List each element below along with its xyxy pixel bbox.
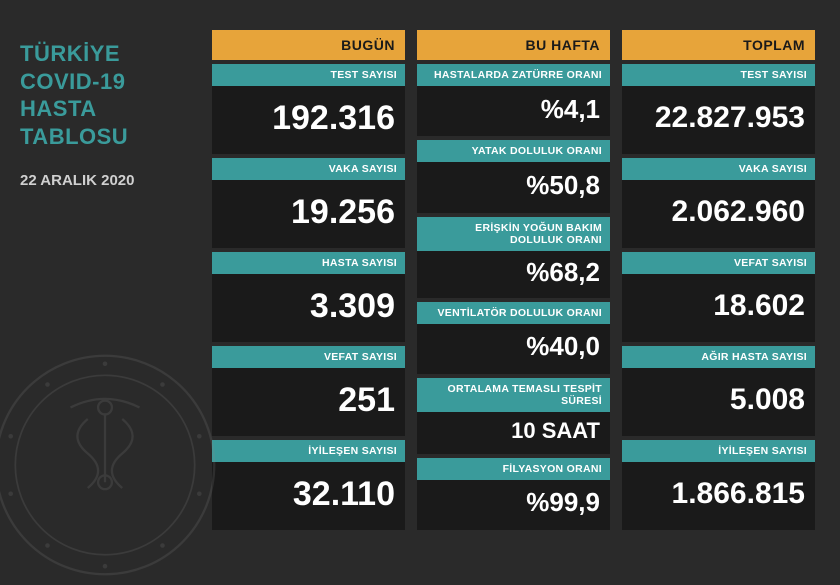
left-panel: TÜRKİYECOVID-19HASTATABLOSU 22 ARALIK 20… [20, 30, 200, 530]
stat-label: VAKA SAYISI [212, 158, 405, 180]
stat-label: HASTA SAYISI [212, 252, 405, 274]
stat-value: %68,2 [417, 251, 610, 298]
stat-label: VEFAT SAYISI [622, 252, 815, 274]
report-date: 22 ARALIK 2020 [20, 172, 200, 189]
stat-card: ERİŞKİN YOĞUN BAKIM DOLULUK ORANI%68,2 [417, 217, 610, 298]
column-today: BUGÜN TEST SAYISI192.316VAKA SAYISI19.25… [212, 30, 405, 530]
stat-label: VAKA SAYISI [622, 158, 815, 180]
stat-value: %40,0 [417, 324, 610, 374]
stat-value: 10 SAAT [417, 412, 610, 454]
ministry-emblem [0, 350, 220, 580]
stat-card: HASTALARDA ZATÜRRE ORANI%4,1 [417, 64, 610, 136]
stat-value: %99,9 [417, 480, 610, 530]
stat-card: İYİLEŞEN SAYISI32.110 [212, 440, 405, 530]
stat-value: 19.256 [212, 180, 405, 248]
stat-label: YATAK DOLULUK ORANI [417, 140, 610, 162]
stat-card: TEST SAYISI22.827.953 [622, 64, 815, 154]
stat-label: ORTALAMA TEMASLI TESPİT SÜRESİ [417, 378, 610, 412]
stat-label: İYİLEŞEN SAYISI [212, 440, 405, 462]
stat-label: FİLYASYON ORANI [417, 458, 610, 480]
column-header-week: BU HAFTA [417, 30, 610, 60]
stat-value: 18.602 [622, 274, 815, 342]
stat-value: 1.866.815 [622, 462, 815, 530]
column-header-total: TOPLAM [622, 30, 815, 60]
stat-label: İYİLEŞEN SAYISI [622, 440, 815, 462]
stat-value: %50,8 [417, 162, 610, 212]
stat-value: 3.309 [212, 274, 405, 342]
column-total: TOPLAM TEST SAYISI22.827.953VAKA SAYISI2… [622, 30, 815, 530]
stat-value: 5.008 [622, 368, 815, 436]
stat-card: YATAK DOLULUK ORANI%50,8 [417, 140, 610, 212]
stat-label: TEST SAYISI [212, 64, 405, 86]
stat-label: VEFAT SAYISI [212, 346, 405, 368]
column-header-today: BUGÜN [212, 30, 405, 60]
stat-value: 192.316 [212, 86, 405, 154]
dashboard: TÜRKİYECOVID-19HASTATABLOSU 22 ARALIK 20… [0, 0, 840, 560]
column-week: BU HAFTA HASTALARDA ZATÜRRE ORANI%4,1YAT… [417, 30, 610, 530]
stat-card: VEFAT SAYISI251 [212, 346, 405, 436]
stat-card: ORTALAMA TEMASLI TESPİT SÜRESİ10 SAAT [417, 378, 610, 454]
stat-card: TEST SAYISI192.316 [212, 64, 405, 154]
stat-value: 32.110 [212, 462, 405, 530]
stat-card: VAKA SAYISI2.062.960 [622, 158, 815, 248]
stat-label: ERİŞKİN YOĞUN BAKIM DOLULUK ORANI [417, 217, 610, 251]
stat-value: %4,1 [417, 86, 610, 136]
stat-card: VAKA SAYISI19.256 [212, 158, 405, 248]
stat-value: 2.062.960 [622, 180, 815, 248]
stat-card: VEFAT SAYISI18.602 [622, 252, 815, 342]
stat-card: HASTA SAYISI3.309 [212, 252, 405, 342]
stat-card: FİLYASYON ORANI%99,9 [417, 458, 610, 530]
stat-value: 22.827.953 [622, 86, 815, 154]
stat-label: AĞIR HASTA SAYISI [622, 346, 815, 368]
stat-label: HASTALARDA ZATÜRRE ORANI [417, 64, 610, 86]
page-title: TÜRKİYECOVID-19HASTATABLOSU [20, 40, 200, 150]
stat-label: TEST SAYISI [622, 64, 815, 86]
stat-card: AĞIR HASTA SAYISI5.008 [622, 346, 815, 436]
stat-card: VENTİLATÖR DOLULUK ORANI%40,0 [417, 302, 610, 374]
stat-label: VENTİLATÖR DOLULUK ORANI [417, 302, 610, 324]
stat-value: 251 [212, 368, 405, 436]
stat-card: İYİLEŞEN SAYISI1.866.815 [622, 440, 815, 530]
